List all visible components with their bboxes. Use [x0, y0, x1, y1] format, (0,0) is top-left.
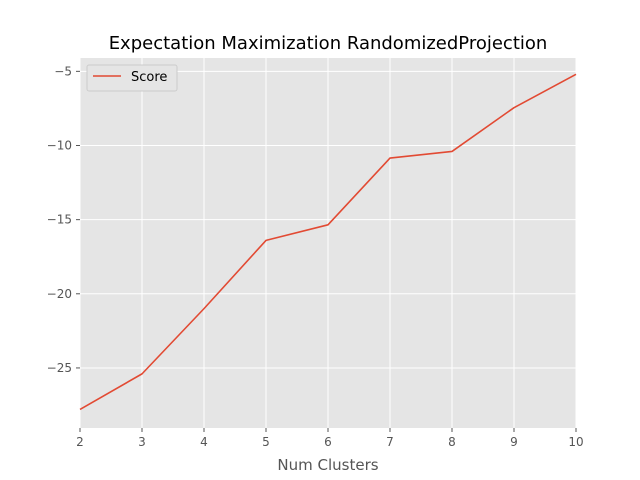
x-axis-label: Num Clusters: [277, 456, 378, 474]
grid-lines: [79, 58, 577, 428]
x-tick-label: 2: [76, 435, 84, 449]
x-tick-label: 8: [448, 435, 456, 449]
legend-label-score: Score: [131, 70, 167, 85]
series-layer: [79, 73, 577, 411]
x-tick-label: 10: [568, 435, 583, 449]
chart-title: Expectation Maximization RandomizedProje…: [109, 33, 548, 54]
x-tick-label: 3: [138, 435, 146, 449]
x-tick-label: 4: [200, 435, 208, 449]
y-tick-label: −20: [47, 287, 72, 301]
y-tick-label: −25: [47, 361, 72, 375]
legend-box: [86, 64, 178, 92]
x-tick-label: 6: [324, 435, 332, 449]
y-tick-label: −15: [47, 213, 72, 227]
x-tick-label: 9: [510, 435, 518, 449]
y-tick-label: −5: [54, 64, 72, 78]
y-tick-label: −10: [47, 138, 72, 152]
x-tick-label: 5: [262, 435, 270, 449]
y-axis: −25 −20 −15 −10 −5: [47, 64, 80, 375]
x-axis: 2 3 4 5 6 7 8 9 10: [76, 428, 584, 449]
legend: Score: [86, 64, 178, 92]
x-tick-label: 7: [386, 435, 394, 449]
